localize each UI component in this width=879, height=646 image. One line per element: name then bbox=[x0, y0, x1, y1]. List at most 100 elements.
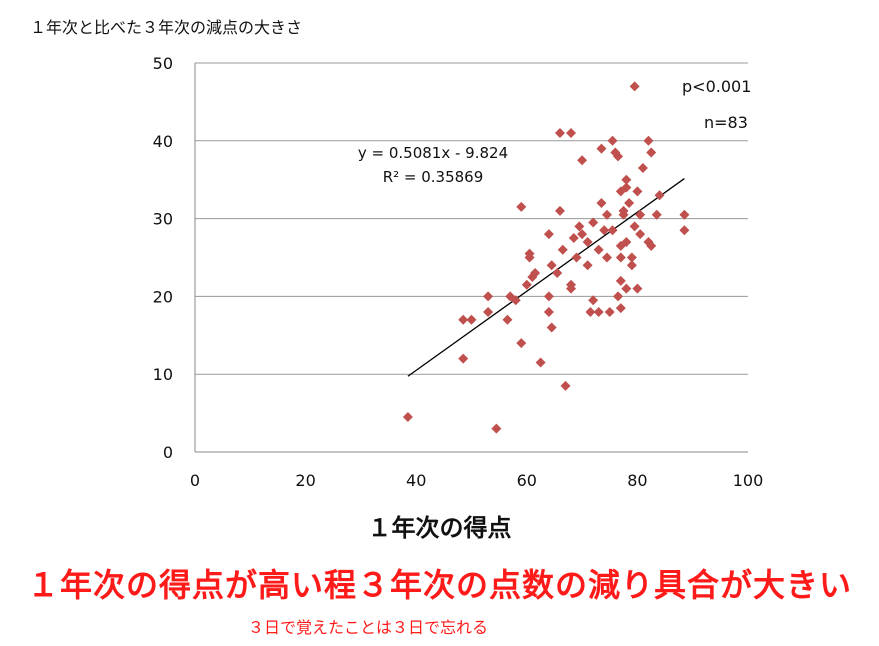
data-point bbox=[629, 81, 640, 92]
sample-size-annotation: n=83 bbox=[704, 113, 748, 132]
x-tick-label: 100 bbox=[733, 471, 764, 490]
data-point bbox=[624, 198, 635, 209]
data-point bbox=[621, 182, 632, 193]
y-tick-label: 30 bbox=[153, 210, 173, 229]
data-point bbox=[654, 190, 665, 201]
data-point bbox=[557, 244, 568, 255]
data-point bbox=[593, 306, 604, 317]
data-point bbox=[599, 225, 610, 236]
trendline-equation: y = 0.5081x - 9.824 bbox=[358, 144, 508, 162]
data-point bbox=[626, 252, 637, 263]
y-tick-label: 10 bbox=[153, 365, 173, 384]
data-point bbox=[524, 248, 535, 259]
x-tick-label: 40 bbox=[406, 471, 426, 490]
data-point bbox=[582, 236, 593, 247]
y-tick-label: 40 bbox=[153, 132, 173, 151]
data-point bbox=[535, 357, 546, 368]
data-point bbox=[543, 229, 554, 240]
data-point bbox=[458, 353, 469, 364]
data-point bbox=[621, 236, 632, 247]
y-tick-label: 50 bbox=[153, 54, 173, 73]
data-point bbox=[621, 174, 632, 185]
data-point bbox=[466, 314, 477, 325]
x-tick-label: 80 bbox=[627, 471, 647, 490]
x-tick-labels: 0 20 40 60 80 100 bbox=[190, 471, 763, 490]
data-point bbox=[402, 411, 413, 422]
data-point bbox=[458, 314, 469, 325]
data-point bbox=[483, 291, 494, 302]
data-point bbox=[607, 225, 618, 236]
data-point bbox=[588, 295, 599, 306]
data-point bbox=[552, 268, 563, 279]
data-point bbox=[679, 225, 690, 236]
y-tick-label: 0 bbox=[163, 443, 173, 462]
y-tick-label: 20 bbox=[153, 287, 173, 306]
data-point bbox=[546, 322, 557, 333]
x-tick-label: 60 bbox=[517, 471, 537, 490]
data-point bbox=[543, 291, 554, 302]
data-point bbox=[593, 244, 604, 255]
data-point bbox=[588, 217, 599, 228]
data-point bbox=[615, 275, 626, 286]
data-point bbox=[568, 233, 579, 244]
chart-title: １年次と比べた３年次の減点の大きさ bbox=[30, 18, 303, 37]
data-point bbox=[632, 186, 643, 197]
data-point bbox=[582, 260, 593, 271]
data-point bbox=[577, 155, 588, 166]
data-point bbox=[554, 128, 565, 139]
data-point bbox=[601, 252, 612, 263]
data-point bbox=[577, 229, 588, 240]
x-axis-label: １年次の得点 bbox=[367, 514, 512, 542]
data-point bbox=[621, 283, 632, 294]
data-point bbox=[596, 143, 607, 154]
data-point bbox=[615, 303, 626, 314]
subtitle-note: ３日で覚えたことは３日で忘れる bbox=[248, 618, 489, 637]
data-point bbox=[491, 423, 502, 434]
data-point bbox=[543, 306, 554, 317]
data-point bbox=[521, 279, 532, 290]
data-point bbox=[629, 221, 640, 232]
x-tick-label: 0 bbox=[190, 471, 200, 490]
trendline-group bbox=[407, 178, 685, 377]
x-tick-label: 20 bbox=[295, 471, 315, 490]
data-point bbox=[604, 306, 615, 317]
trendline-r2: R² = 0.35869 bbox=[383, 168, 484, 186]
axes bbox=[194, 63, 748, 453]
data-point bbox=[635, 209, 646, 220]
data-point bbox=[530, 268, 541, 279]
data-point bbox=[566, 128, 577, 139]
data-point bbox=[635, 229, 646, 240]
data-point bbox=[637, 163, 648, 174]
data-points bbox=[402, 81, 690, 434]
data-point bbox=[679, 209, 690, 220]
data-point bbox=[516, 201, 527, 212]
data-point bbox=[571, 252, 582, 263]
data-point bbox=[646, 147, 657, 158]
data-point bbox=[566, 283, 577, 294]
data-point bbox=[626, 260, 637, 271]
data-point bbox=[502, 314, 513, 325]
data-point bbox=[585, 306, 596, 317]
data-point bbox=[510, 295, 521, 306]
data-point bbox=[505, 291, 516, 302]
data-point bbox=[601, 209, 612, 220]
data-point bbox=[554, 205, 565, 216]
p-value-annotation: p<0.001 bbox=[682, 77, 751, 96]
trendline bbox=[407, 178, 685, 377]
data-point bbox=[632, 283, 643, 294]
grid-lines bbox=[195, 62, 748, 375]
data-point bbox=[516, 338, 527, 349]
data-point bbox=[615, 252, 626, 263]
data-point bbox=[651, 209, 662, 220]
headline: １年次の得点が高い程３年次の点数の減り具合が大きい bbox=[26, 566, 852, 604]
data-point bbox=[607, 135, 618, 146]
data-point bbox=[646, 240, 657, 251]
data-point bbox=[546, 260, 557, 271]
data-point bbox=[574, 221, 585, 232]
data-point bbox=[618, 209, 629, 220]
data-point bbox=[483, 306, 494, 317]
y-tick-labels: 0 10 20 30 40 50 bbox=[153, 54, 173, 462]
data-point bbox=[596, 198, 607, 209]
data-point bbox=[643, 135, 654, 146]
